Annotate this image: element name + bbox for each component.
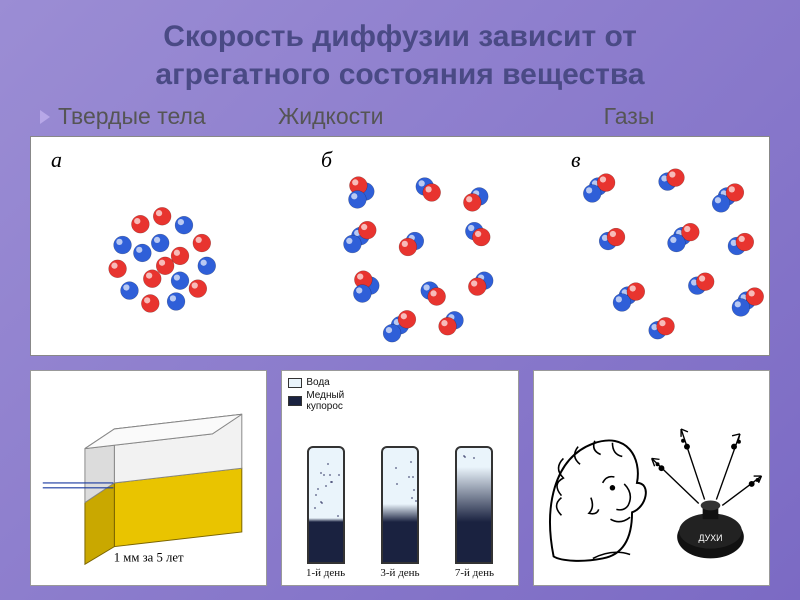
plate-diagram: 1 мм за 5 лет xyxy=(31,371,266,585)
cylinders: 1-й день 3-й день 7-й день xyxy=(282,371,517,585)
card-liquid-diffusion: Вода Медный купорос 1-й день3-й день7-й … xyxy=(281,370,518,586)
examples-row: 1 мм за 5 лет Вода Медный купорос 1-й де… xyxy=(30,370,770,586)
perfume-diagram: ДУХИ xyxy=(534,371,769,585)
card-gas-diffusion: ДУХИ xyxy=(533,370,770,586)
state-columns: Твердые тела Жидкости Газы xyxy=(30,103,770,136)
label-b: б xyxy=(321,147,332,173)
molecule-panel: a б в xyxy=(30,136,770,356)
cylinder-label: 1-й день xyxy=(306,567,345,579)
column-liquid: Жидкости xyxy=(278,103,498,130)
cylinder: 3-й день xyxy=(380,446,419,579)
title-line-1: Скорость диффузии зависит от xyxy=(163,20,637,53)
column-solid: Твердые тела xyxy=(58,103,278,130)
slide-title: Скорость диффузии зависит от агрегатного… xyxy=(30,18,770,93)
title-line-2: агрегатного состояния вещества xyxy=(155,58,644,91)
slide: Скорость диффузии зависит от агрегатного… xyxy=(0,0,800,600)
molecule-diagram xyxy=(31,137,769,355)
bullet-icon xyxy=(40,110,50,124)
label-a: a xyxy=(51,147,62,173)
cylinder: 1-й день xyxy=(306,446,345,579)
cylinder-label: 7-й день xyxy=(455,567,494,579)
plate-caption: 1 мм за 5 лет xyxy=(114,550,184,564)
column-gas: Газы xyxy=(498,103,760,130)
cylinder: 7-й день xyxy=(455,446,494,579)
bottle-label: ДУХИ xyxy=(698,533,722,543)
label-c: в xyxy=(571,147,581,173)
cylinder-label: 3-й день xyxy=(380,567,419,579)
card-solid-diffusion: 1 мм за 5 лет xyxy=(30,370,267,586)
